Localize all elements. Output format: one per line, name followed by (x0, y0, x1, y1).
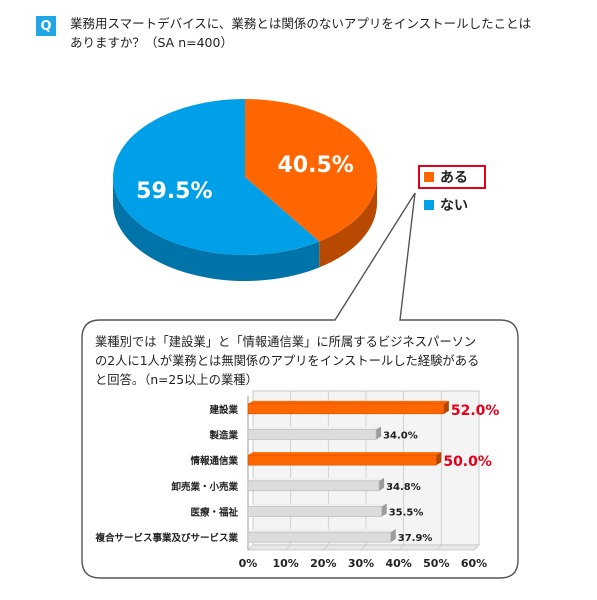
question-line-2: ありますか？（SA n=400） (70, 35, 233, 50)
bar-end-2 (436, 452, 442, 466)
legend-label-aru: ある (440, 170, 468, 186)
bar-value-label-5: 37.9% (398, 533, 433, 544)
bar-end-3 (379, 477, 385, 491)
pie-slice-0 (245, 99, 377, 242)
question-line-1: 業務用スマートデバイスに、業務とは関係のないアプリをインストールしたことは (70, 16, 532, 31)
question-badge: Q (36, 16, 56, 36)
callout-line-2: の2人に1人が業務とは無関係のアプリをインストールした経験がある (95, 354, 480, 368)
callout-text: 業種別では「建設業」と「情報通信業」に所属するビジネスパーソン の2人に1人が業… (95, 333, 525, 390)
bar-x-tick-label: 50% (423, 557, 449, 570)
bar-top-2 (248, 452, 442, 456)
pie-slice-1 (113, 99, 320, 255)
pie-label-1: 59.5% (136, 179, 212, 204)
bar-top-1 (248, 426, 382, 430)
bar-top-4 (248, 503, 387, 507)
bar-value-label-3: 34.8% (386, 482, 421, 493)
bar-x-tick-label: 0% (239, 557, 258, 570)
bar-4 (247, 506, 383, 517)
bar-x-tick-label: 60% (461, 557, 487, 570)
bar-2 (247, 454, 437, 466)
pie-side-1 (113, 177, 320, 282)
bar-gridline-floor (323, 544, 329, 551)
bar-gridline-floor (285, 544, 291, 551)
legend-swatch-aru (424, 172, 434, 182)
callout-bubble (81, 192, 519, 579)
bar-end-4 (381, 503, 387, 517)
callout-line-1: 業種別では「建設業」と「情報通信業」に所属するビジネスパーソン (95, 335, 477, 349)
bar-x-tick-label: 10% (272, 557, 298, 570)
pie-chart: 40.5% 59.5% (113, 99, 377, 282)
question-text: 業務用スマートデバイスに、業務とは関係のないアプリをインストールしたことは あり… (70, 14, 570, 52)
bar-end-1 (376, 426, 382, 440)
bar-category-label-1: 製造業 (208, 430, 238, 442)
bar-value-label-2: 50.0% (443, 454, 492, 470)
pie-side-0 (319, 177, 377, 268)
bar-end-0 (443, 400, 449, 414)
bar-top-3 (248, 477, 385, 481)
bar-end-5 (390, 529, 396, 543)
legend-item-nai: ない (418, 195, 486, 215)
bar-x-tick-label: 40% (385, 557, 411, 570)
legend: ある ない (418, 165, 486, 221)
bar-3 (247, 480, 380, 492)
bar-top-0 (248, 400, 449, 404)
bar-category-label-3: 卸売業・小売業 (171, 481, 238, 493)
bar-top-5 (248, 529, 396, 533)
legend-label-nai: ない (440, 198, 468, 214)
bar-0 (247, 403, 445, 415)
bar-gridline-floor (473, 544, 480, 551)
bar-x-tick-label: 30% (348, 557, 374, 570)
legend-swatch-nai (424, 200, 434, 210)
bar-value-label-0: 52.0% (451, 403, 500, 419)
bar-x-tick-label: 20% (310, 557, 336, 570)
bar-1 (247, 429, 377, 440)
bar-5 (247, 531, 392, 543)
bar-value-label-4: 35.5% (389, 508, 424, 519)
bar-gridline-floor (398, 544, 404, 551)
bar-gridline-floor (436, 544, 442, 551)
bar-category-label-0: 建設業 (208, 404, 238, 416)
bar-category-label-2: 情報通信業 (189, 455, 238, 467)
callout-line-3: と回答。（n=25以上の業種） (95, 373, 258, 387)
bar-gridline-floor (360, 544, 367, 551)
legend-item-aru: ある (418, 165, 486, 189)
bar-value-label-1: 34.0% (383, 431, 418, 442)
pie-label-0: 40.5% (277, 153, 353, 178)
bar-category-label-5: 複合サービス事業及びサービス業 (94, 532, 238, 544)
bar-category-label-4: 医療・福祉 (190, 507, 238, 519)
